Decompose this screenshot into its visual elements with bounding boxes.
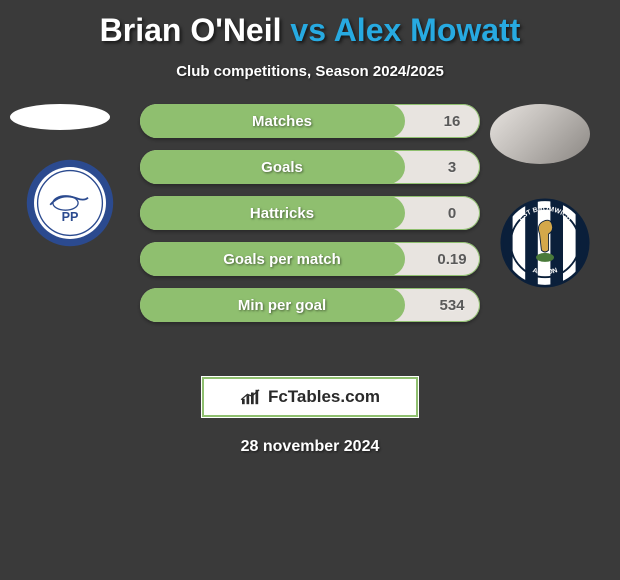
player2-club-badge: EST BROMWICH ALBION [500,198,590,288]
player1-avatar [10,104,110,130]
stat-label: Min per goal [140,297,424,314]
svg-text:PP: PP [62,210,79,224]
chart-icon [240,388,262,406]
brand-box: FcTables.com [201,376,419,418]
stat-label: Goals per match [140,251,424,268]
stat-label: Goals [140,159,424,176]
stat-value: 3 [424,159,480,176]
stat-value: 16 [424,113,480,130]
stats-bars: Matches 16 Goals 3 Hattricks 0 Goals per… [140,104,480,334]
stat-value: 0 [424,205,480,222]
stat-label: Matches [140,113,424,130]
stat-value: 534 [424,297,480,314]
content-area: PP EST BROMWICH [0,104,620,364]
preston-badge-icon: PP [25,158,115,248]
stat-label: Hattricks [140,205,424,222]
stat-row-goals: Goals 3 [140,150,480,184]
player2-name: Alex Mowatt [334,12,521,48]
stat-value: 0.19 [424,251,480,268]
subtitle: Club competitions, Season 2024/2025 [0,63,620,80]
vs-text: vs [290,12,326,48]
player1-club-badge: PP [25,158,115,248]
comparison-title: Brian O'Neil vs Alex Mowatt [0,0,620,49]
brand-text: FcTables.com [268,387,380,407]
player2-avatar-image [490,104,590,164]
stat-row-goals-per-match: Goals per match 0.19 [140,242,480,276]
player1-name: Brian O'Neil [100,12,282,48]
stat-row-hattricks: Hattricks 0 [140,196,480,230]
stat-row-min-per-goal: Min per goal 534 [140,288,480,322]
player2-avatar [490,104,590,164]
stat-row-matches: Matches 16 [140,104,480,138]
west-brom-badge-icon: EST BROMWICH ALBION [500,198,590,288]
date-text: 28 november 2024 [0,438,620,456]
